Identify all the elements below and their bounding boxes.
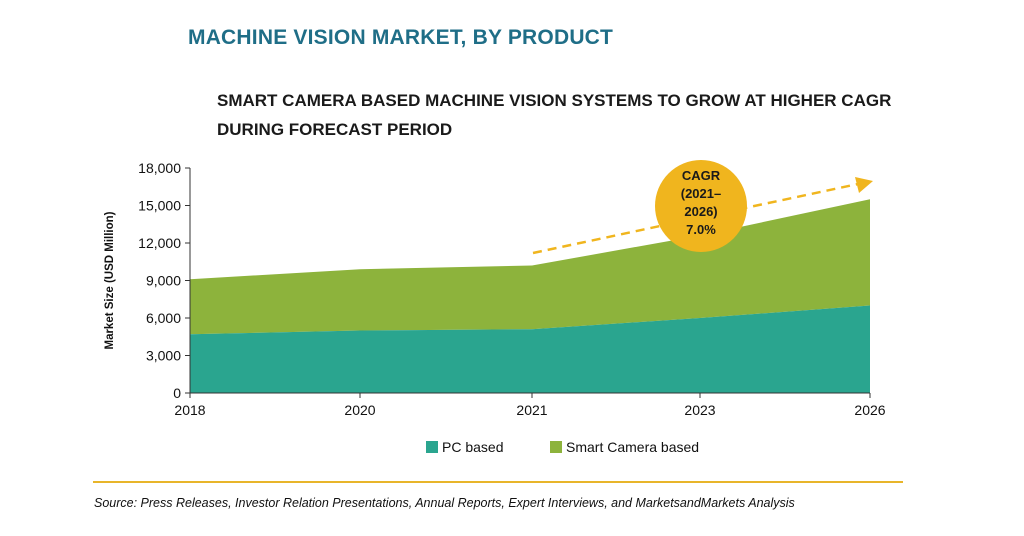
cagr-text: CAGR bbox=[682, 168, 721, 183]
y-tick-label: 3,000 bbox=[146, 348, 181, 364]
cagr-text: 2026) bbox=[684, 204, 717, 219]
cagr-text: 7.0% bbox=[686, 222, 716, 237]
y-tick-label: 18,000 bbox=[138, 160, 181, 176]
cagr-text: (2021– bbox=[681, 186, 721, 201]
area-chart: 0 3,000 6,000 9,000 12,000 15,000 18,000 2018 20… bbox=[104, 160, 886, 455]
y-tick-label: 15,000 bbox=[138, 198, 181, 214]
y-tick-label: 9,000 bbox=[146, 273, 181, 289]
source-note: Source: Press Releases, Investor Relatio… bbox=[94, 496, 795, 510]
page-title: MACHINE VISION MARKET, BY PRODUCT bbox=[188, 26, 614, 49]
x-tick-label: 2020 bbox=[344, 402, 375, 418]
series-pc-based-area bbox=[190, 305, 870, 393]
y-tick-label: 6,000 bbox=[146, 310, 181, 326]
x-tick-label: 2026 bbox=[854, 402, 885, 418]
y-axis-label: Market Size (USD Million) bbox=[104, 211, 116, 349]
series-smart-camera-area bbox=[190, 199, 870, 335]
y-tick-label: 0 bbox=[173, 385, 181, 401]
x-tick-label: 2021 bbox=[516, 402, 547, 418]
x-tick-label: 2023 bbox=[684, 402, 715, 418]
legend-swatch bbox=[550, 441, 562, 453]
trend-arrow-head bbox=[855, 177, 873, 193]
legend-label: PC based bbox=[442, 439, 503, 455]
chart-subtitle: SMART CAMERA BASED MACHINE VISION SYSTEM… bbox=[217, 91, 892, 139]
legend-swatch bbox=[426, 441, 438, 453]
y-tick-label: 12,000 bbox=[138, 235, 181, 251]
x-tick-label: 2018 bbox=[174, 402, 205, 418]
source-divider bbox=[93, 481, 903, 483]
cagr-badge bbox=[655, 160, 747, 252]
legend-label: Smart Camera based bbox=[566, 439, 699, 455]
